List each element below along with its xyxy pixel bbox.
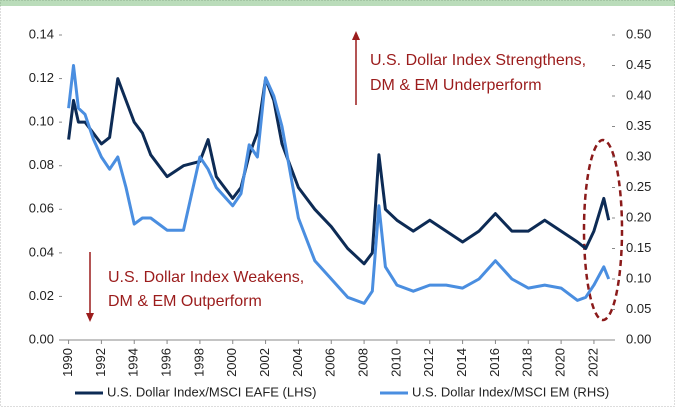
arrow-head [352, 31, 360, 40]
x-tick-label: 2004 [290, 348, 305, 377]
y2-tick-label: 0.25 [626, 179, 651, 194]
title-strip [0, 0, 675, 6]
y-tick-label: 0.12 [29, 70, 54, 85]
y2-tick-label: 0.00 [626, 331, 651, 346]
x-tick-label: 2006 [323, 348, 338, 377]
series-line [67, 64, 611, 305]
x-tick-label: 1996 [159, 348, 174, 377]
x-tick-label: 2008 [356, 348, 371, 377]
x-tick-label: 1992 [93, 348, 108, 377]
x-tick-label: 2018 [520, 348, 535, 377]
x-tick-label: 2016 [487, 348, 502, 377]
x-tick-label: 2002 [257, 348, 272, 377]
x-tick-label: 2022 [585, 348, 600, 377]
x-tick-label: 2014 [454, 348, 469, 377]
highlight-ellipse [582, 138, 624, 322]
legend-label: U.S. Dollar Index/MSCI EM (RHS) [412, 384, 609, 399]
x-tick-label: 2010 [388, 348, 403, 377]
annotation: DM & EM Outperform [108, 293, 262, 310]
y2-tick-label: 0.40 [626, 87, 651, 102]
x-tick-label: 1990 [60, 348, 75, 377]
y-tick-label: 0.08 [29, 157, 54, 172]
annotation: U.S. Dollar Index Weakens, [108, 269, 304, 286]
y2-tick-label: 0.05 [626, 301, 651, 316]
x-tick-label: 1994 [126, 348, 141, 377]
y2-tick-label: 0.45 [626, 57, 651, 72]
series-line [67, 77, 611, 266]
y2-tick-label: 0.50 [626, 26, 651, 41]
y2-tick-label: 0.10 [626, 270, 651, 285]
y-tick-label: 0.06 [29, 201, 54, 216]
y-tick-label: 0.00 [29, 331, 54, 346]
x-tick-label: 2000 [224, 348, 239, 377]
annotation: U.S. Dollar Index Strengthens, [370, 52, 586, 69]
legend-label: U.S. Dollar Index/MSCI EAFE (LHS) [107, 384, 317, 399]
y2-tick-label: 0.35 [626, 118, 651, 133]
x-tick-label: 2020 [553, 348, 568, 377]
y-tick-label: 0.10 [29, 114, 54, 129]
y-tick-label: 0.14 [29, 26, 54, 41]
y-tick-label: 0.02 [29, 288, 54, 303]
y2-tick-label: 0.15 [626, 240, 651, 255]
y-tick-label: 0.04 [29, 244, 54, 259]
x-tick-label: 1998 [191, 348, 206, 377]
y2-tick-label: 0.20 [626, 209, 651, 224]
arrow-head [86, 313, 94, 322]
y2-tick-label: 0.30 [626, 148, 651, 163]
annotation: DM & EM Underperform [370, 77, 542, 94]
x-tick-label: 2012 [421, 348, 436, 377]
